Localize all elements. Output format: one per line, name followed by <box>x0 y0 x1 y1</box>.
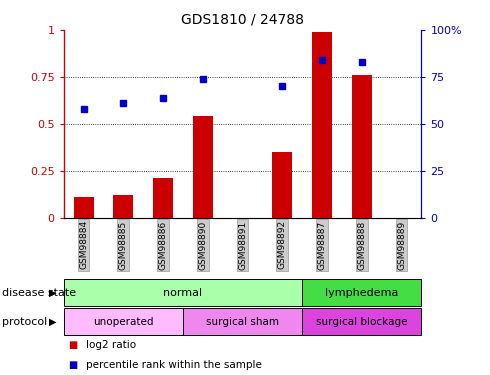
Bar <box>74 197 94 217</box>
Bar <box>312 32 332 217</box>
Bar <box>193 116 213 218</box>
Bar <box>153 178 173 218</box>
Title: GDS1810 / 24788: GDS1810 / 24788 <box>181 12 304 26</box>
Text: normal: normal <box>163 288 202 298</box>
Text: ■: ■ <box>69 340 78 350</box>
Bar <box>272 152 292 217</box>
Text: log2 ratio: log2 ratio <box>86 340 136 350</box>
Text: unoperated: unoperated <box>93 317 153 327</box>
Text: percentile rank within the sample: percentile rank within the sample <box>86 360 262 370</box>
Text: ▶: ▶ <box>49 317 57 327</box>
Text: ■: ■ <box>69 360 78 370</box>
Text: disease state: disease state <box>2 288 76 298</box>
Text: surgical sham: surgical sham <box>206 317 279 327</box>
Text: surgical blockage: surgical blockage <box>316 317 408 327</box>
Bar <box>352 75 372 217</box>
Text: ▶: ▶ <box>49 288 57 298</box>
Text: lymphedema: lymphedema <box>325 288 398 298</box>
Bar <box>113 195 133 217</box>
Text: protocol: protocol <box>2 317 48 327</box>
